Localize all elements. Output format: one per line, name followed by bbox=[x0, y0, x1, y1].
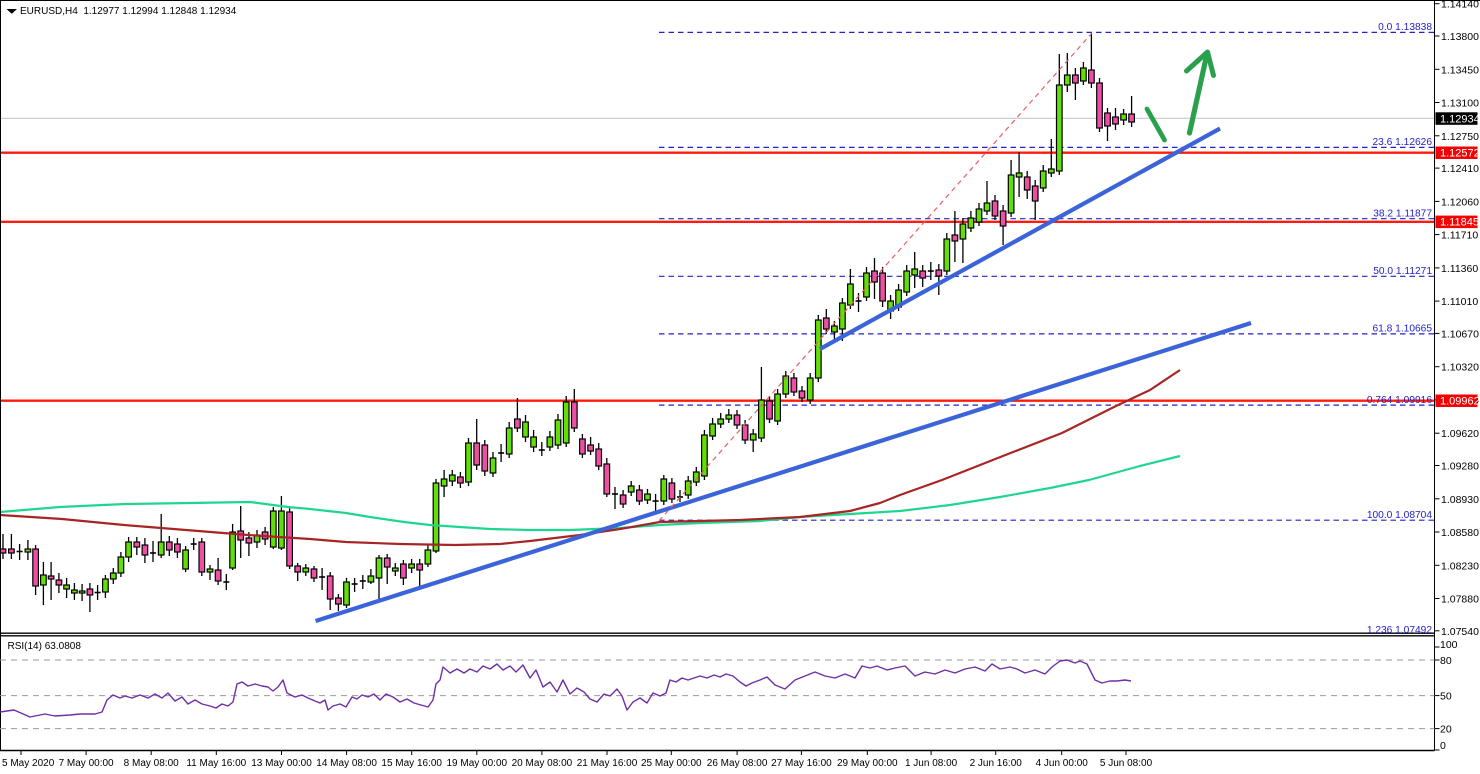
svg-text:5 Jun 08:00: 5 Jun 08:00 bbox=[1100, 758, 1153, 769]
svg-text:38.2 1.11877: 38.2 1.11877 bbox=[1373, 208, 1432, 219]
svg-text:50.0 1.11271: 50.0 1.11271 bbox=[1373, 266, 1432, 277]
svg-text:1.11010: 1.11010 bbox=[1441, 296, 1478, 308]
svg-text:61.8 1.10665: 61.8 1.10665 bbox=[1373, 324, 1433, 335]
svg-text:27 May 16:00: 27 May 16:00 bbox=[771, 758, 832, 769]
svg-text:1.12572: 1.12572 bbox=[1440, 148, 1480, 160]
svg-text:15 May 16:00: 15 May 16:00 bbox=[381, 758, 442, 769]
svg-text:13 May 00:00: 13 May 00:00 bbox=[251, 758, 312, 769]
svg-text:8 May 08:00: 8 May 08:00 bbox=[124, 758, 179, 769]
svg-text:1.09962: 1.09962 bbox=[1440, 396, 1480, 408]
svg-text:1.08230: 1.08230 bbox=[1441, 560, 1479, 572]
svg-text:7 May 00:00: 7 May 00:00 bbox=[59, 758, 114, 769]
svg-text:1.11360: 1.11360 bbox=[1441, 263, 1478, 275]
svg-text:25 May 00:00: 25 May 00:00 bbox=[641, 758, 702, 769]
svg-text:1.12060: 1.12060 bbox=[1441, 196, 1479, 208]
svg-text:1.10320: 1.10320 bbox=[1441, 362, 1479, 374]
svg-text:1.11710: 1.11710 bbox=[1441, 230, 1478, 242]
svg-text:4 Jun 00:00: 4 Jun 00:00 bbox=[1036, 758, 1089, 769]
svg-text:0.764 1.09916: 0.764 1.09916 bbox=[1367, 395, 1432, 406]
svg-text:1.12750: 1.12750 bbox=[1441, 131, 1479, 143]
svg-text:2 Jun 16:00: 2 Jun 16:00 bbox=[970, 758, 1023, 769]
svg-text:5 May 2020: 5 May 2020 bbox=[2, 758, 55, 769]
svg-text:1.09280: 1.09280 bbox=[1441, 461, 1479, 473]
svg-text:1.13100: 1.13100 bbox=[1441, 98, 1479, 110]
svg-text:RSI(14) 63.0808: RSI(14) 63.0808 bbox=[8, 641, 82, 652]
svg-text:26 May 08:00: 26 May 08:00 bbox=[707, 758, 768, 769]
svg-text:1.08580: 1.08580 bbox=[1441, 527, 1479, 539]
svg-text:1.08930: 1.08930 bbox=[1441, 494, 1479, 506]
svg-text:23.6 1.12626: 23.6 1.12626 bbox=[1373, 137, 1433, 148]
svg-text:1.10670: 1.10670 bbox=[1441, 328, 1479, 340]
svg-text:14 May 08:00: 14 May 08:00 bbox=[316, 758, 377, 769]
svg-text:20 May 08:00: 20 May 08:00 bbox=[512, 758, 573, 769]
svg-text:50: 50 bbox=[1440, 691, 1452, 703]
svg-text:80: 80 bbox=[1440, 655, 1452, 667]
svg-text:1.11845: 1.11845 bbox=[1440, 217, 1479, 229]
svg-text:1.09620: 1.09620 bbox=[1441, 428, 1479, 440]
svg-text:1.13800: 1.13800 bbox=[1441, 31, 1479, 43]
svg-text:1.07540: 1.07540 bbox=[1441, 626, 1479, 638]
svg-text:0: 0 bbox=[1440, 740, 1446, 752]
svg-text:20: 20 bbox=[1440, 724, 1452, 736]
svg-text:100.0 1.08704: 100.0 1.08704 bbox=[1367, 510, 1432, 521]
svg-text:21 May 16:00: 21 May 16:00 bbox=[577, 758, 638, 769]
svg-text:1.12410: 1.12410 bbox=[1441, 163, 1479, 175]
svg-text:1.236 1.07492: 1.236 1.07492 bbox=[1367, 625, 1432, 636]
svg-text:29 May 00:00: 29 May 00:00 bbox=[837, 758, 898, 769]
svg-text:11 May 16:00: 11 May 16:00 bbox=[186, 758, 246, 769]
svg-text:1.07880: 1.07880 bbox=[1441, 594, 1479, 606]
svg-text:0.0 1.13838: 0.0 1.13838 bbox=[1378, 22, 1432, 33]
svg-text:1.14140: 1.14140 bbox=[1441, 0, 1479, 11]
svg-text:19 May 00:00: 19 May 00:00 bbox=[446, 758, 507, 769]
svg-text:100: 100 bbox=[1440, 639, 1458, 651]
svg-text:EURUSD,H4 1.12977 1.12994 1.1: EURUSD,H4 1.12977 1.12994 1.12848 1.1293… bbox=[20, 6, 237, 17]
svg-text:1.12934: 1.12934 bbox=[1440, 113, 1480, 125]
svg-text:1.13450: 1.13450 bbox=[1441, 64, 1479, 76]
svg-text:1 Jun 08:00: 1 Jun 08:00 bbox=[905, 758, 958, 769]
